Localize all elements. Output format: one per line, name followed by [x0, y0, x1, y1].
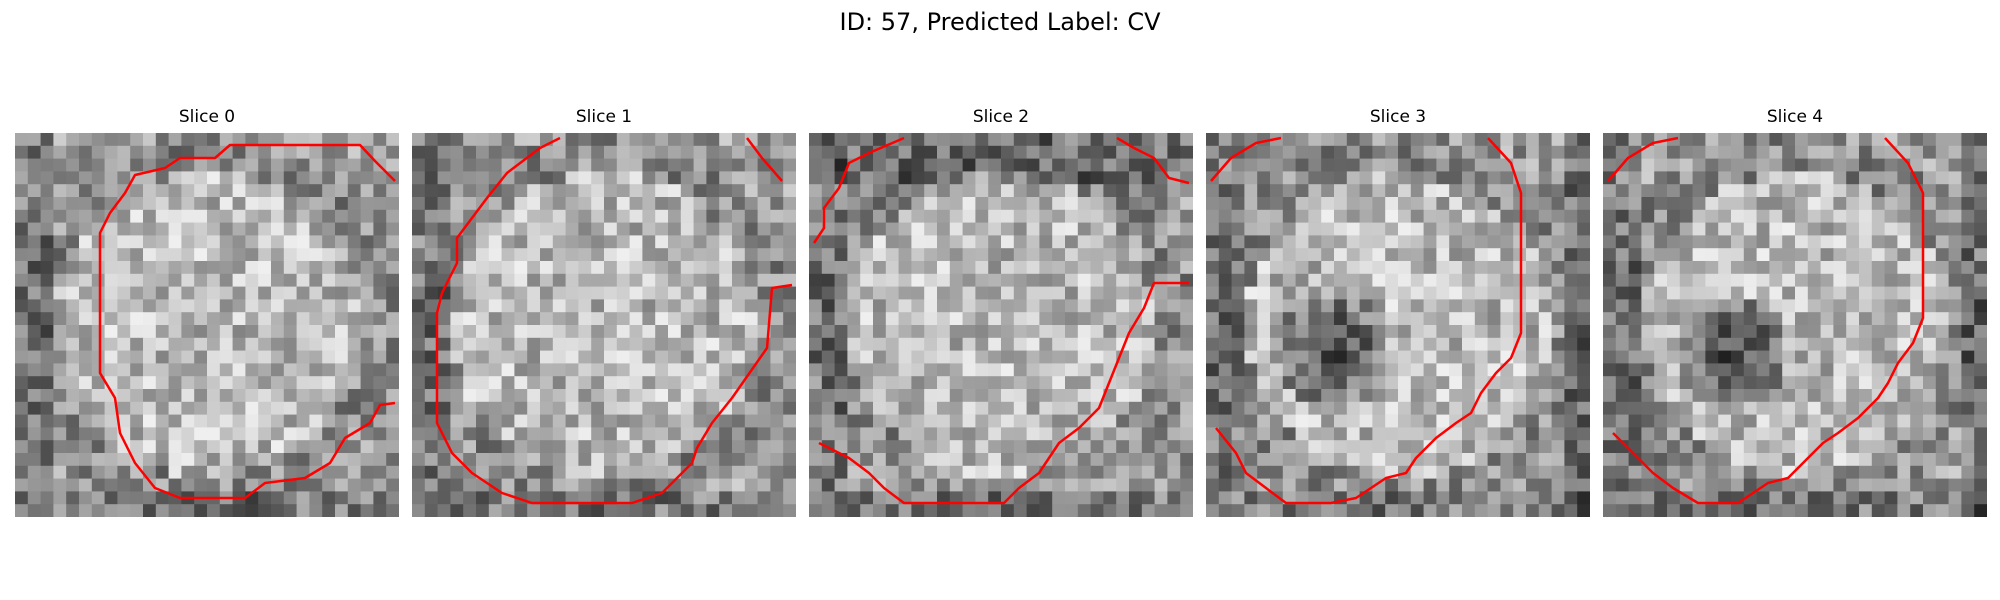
segmentation-contour: [435, 136, 793, 505]
slice-panel-3: Slice 3: [1206, 105, 1590, 517]
segmentation-contour: [812, 136, 905, 244]
slice-image: [15, 133, 399, 517]
slice-title: Slice 0: [178, 107, 236, 127]
segmentation-contour: [1607, 136, 1679, 182]
slice-image: [412, 133, 796, 517]
slice-title: Slice 4: [1766, 107, 1824, 127]
slice-title: Slice 2: [972, 107, 1030, 127]
slice-panel-2: Slice 2: [809, 105, 1193, 517]
segmentation-contour: [746, 137, 783, 182]
slice-panel-4: Slice 4: [1603, 105, 1987, 517]
slice-image: [1603, 133, 1987, 517]
slice-title: Slice 1: [575, 107, 633, 127]
segmentation-contour: [1215, 137, 1523, 505]
slice-title: Slice 3: [1369, 107, 1427, 127]
slice-image: [1206, 133, 1590, 517]
slice-image: [809, 133, 1193, 517]
segmentation-contour: [818, 281, 1189, 505]
segmentation-contour: [98, 143, 396, 500]
slice-panel-0: Slice 0: [15, 105, 399, 517]
segmentation-contour: [1612, 137, 1925, 505]
segmentation-contour: [1116, 136, 1190, 185]
slice-panel-1: Slice 1: [412, 105, 796, 517]
segmentation-contour: [1210, 136, 1282, 182]
figure-title: ID: 57, Predicted Label: CV: [839, 8, 1161, 36]
